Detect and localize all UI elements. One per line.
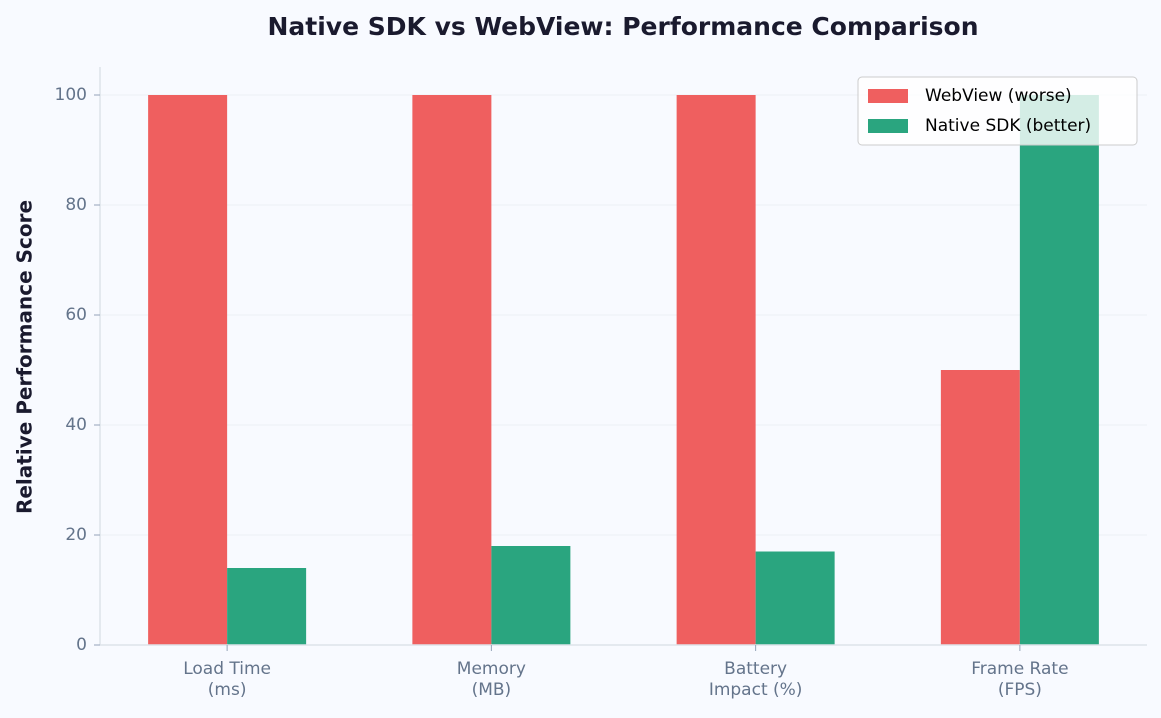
y-tick-label: 100 xyxy=(55,85,87,105)
bar xyxy=(491,546,571,645)
bar xyxy=(227,568,307,645)
legend-swatch xyxy=(868,89,908,103)
legend-swatch xyxy=(868,119,908,133)
legend-label: Native SDK (better) xyxy=(925,116,1091,136)
chart-title: Native SDK vs WebView: Performance Compa… xyxy=(267,12,978,41)
y-tick-label: 80 xyxy=(65,195,87,215)
bar xyxy=(940,370,1020,645)
x-tick-label: Battery Impact (%) xyxy=(709,659,803,700)
y-tick-label: 0 xyxy=(76,635,87,655)
bar xyxy=(412,95,492,645)
legend-label: WebView (worse) xyxy=(925,86,1072,106)
x-tick-label: Frame Rate (FPS) xyxy=(971,659,1068,700)
y-tick-label: 20 xyxy=(65,525,87,545)
bar xyxy=(676,95,756,645)
legend-box xyxy=(857,76,1138,146)
bar xyxy=(755,551,835,645)
y-tick-label: 40 xyxy=(65,415,87,435)
y-axis-label: Relative Performance Score xyxy=(13,200,37,514)
bar xyxy=(148,95,228,645)
x-tick-label: Load Time (ms) xyxy=(183,659,271,700)
x-tick-label: Memory (MB) xyxy=(457,659,526,700)
bar xyxy=(1019,95,1099,645)
y-tick-label: 60 xyxy=(65,305,87,325)
